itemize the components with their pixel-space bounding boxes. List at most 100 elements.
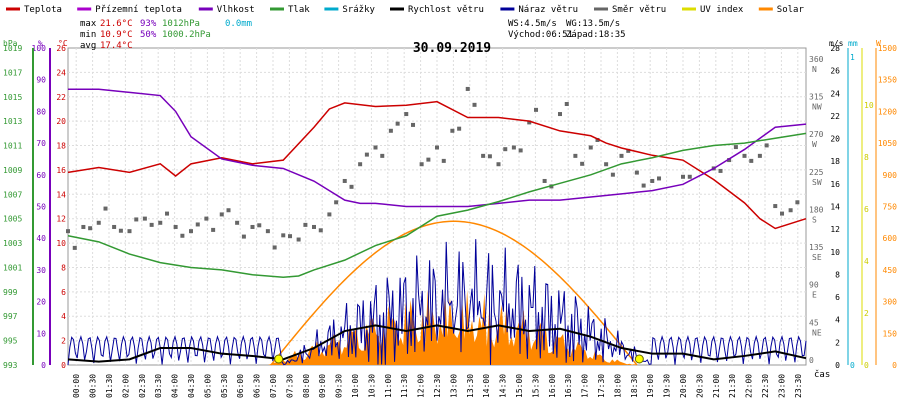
x-tick: 01:30	[105, 374, 114, 398]
wind-direction-point	[580, 161, 585, 166]
x-tick: 17:30	[597, 374, 606, 398]
x-tick: 13:30	[466, 374, 475, 398]
temp-unit: °C	[58, 39, 68, 48]
wind-direction-point	[742, 153, 747, 158]
ms-tick: 10	[830, 248, 840, 257]
wind-direction-point	[757, 153, 762, 158]
wind-direction-point	[457, 126, 462, 131]
ms-tick: 26	[830, 67, 840, 76]
uv-tick: 2	[864, 309, 869, 318]
x-tick: 00:30	[89, 374, 98, 398]
wind-direction-point	[103, 206, 108, 211]
w-tick: 750	[883, 203, 898, 212]
pressure-line	[67, 132, 807, 278]
wind-direction-point	[481, 153, 486, 158]
pct-tick: 40	[36, 234, 46, 243]
pct-tick: 20	[36, 298, 46, 307]
hpa-tick: 993	[3, 361, 18, 370]
temp-tick: 14	[56, 190, 66, 199]
x-tick: 11:30	[400, 374, 409, 398]
wind-direction-point	[634, 170, 639, 175]
wind-direction-point	[511, 145, 516, 150]
hpa-tick: 1011	[3, 142, 22, 151]
direction-tick-label: NW	[812, 102, 822, 111]
direction-tick: 225	[809, 168, 824, 177]
ms-tick: 22	[830, 112, 840, 121]
wind-direction-point	[404, 112, 409, 117]
direction-tick-label: S	[812, 215, 817, 224]
w-tick: 300	[883, 298, 898, 307]
wind-direction-point	[88, 226, 93, 231]
direction-tick: 315	[809, 92, 824, 101]
wind-direction-point	[395, 121, 400, 126]
ms-tick: 14	[830, 203, 840, 212]
wind-gust-line	[67, 239, 807, 366]
direction-tick: 135	[809, 243, 824, 252]
stats-value: 10.9°C	[100, 30, 133, 40]
stats-value: 1000.2hPa	[162, 30, 211, 40]
temp-tick: 18	[56, 142, 66, 151]
hpa-tick: 1019	[3, 44, 22, 53]
w-tick: 1200	[878, 107, 897, 116]
hpa-tick: 1001	[3, 263, 22, 272]
stats-value: max	[80, 19, 97, 29]
wind-direction-point	[595, 137, 600, 142]
temp-tick: 8	[61, 263, 66, 272]
pct-tick: 100	[32, 44, 47, 53]
legend-label: Teplota	[24, 5, 62, 15]
x-tick: 07:00	[269, 374, 278, 398]
wind-direction-point	[272, 245, 277, 250]
direction-tick: 270	[809, 130, 824, 139]
ms-tick: 6	[835, 293, 840, 302]
x-tick: 10:00	[351, 374, 360, 398]
temp-tick: 6	[61, 288, 66, 297]
ms-tick: 20	[830, 135, 840, 144]
wind-direction-point	[312, 224, 316, 229]
pct-tick: 50	[36, 203, 46, 212]
temp-tick: 12	[56, 215, 66, 224]
pct-unit: %	[38, 39, 43, 48]
wind-speed-line	[67, 324, 807, 363]
wind-direction-point	[718, 168, 723, 173]
ms-tick: 4	[835, 316, 840, 325]
direction-tick: 45	[809, 318, 819, 327]
legend-label: Náraz větru	[518, 5, 578, 15]
x-unit: čas	[814, 369, 830, 380]
wind-direction-point	[542, 178, 547, 183]
wind-direction-point	[195, 222, 200, 227]
humidity-line	[68, 88, 807, 208]
stats-value: 21.6°C	[100, 19, 133, 29]
stats-value: 1012hPa	[162, 19, 200, 29]
pct-tick: 80	[36, 107, 46, 116]
wind-direction-point	[435, 145, 439, 150]
w-tick: 150	[883, 329, 898, 338]
ms-tick: 0	[835, 361, 840, 370]
ms-tick: 12	[830, 225, 840, 234]
wind-direction-point	[626, 148, 631, 153]
hpa-unit: hPa	[3, 39, 18, 48]
wind-direction-point	[112, 224, 117, 229]
legend-label: Solar	[777, 5, 805, 15]
wind-direction-point	[388, 128, 393, 133]
wind-direction-point	[327, 212, 332, 217]
stats-value: 50%	[140, 30, 157, 40]
ms-tick: 24	[830, 89, 840, 98]
wind-direction-point	[226, 208, 231, 213]
uv-tick: 6	[864, 205, 869, 214]
x-tick: 23:00	[777, 374, 786, 398]
x-tick: 09:00	[318, 374, 327, 398]
pct-tick: 60	[36, 171, 46, 180]
x-tick: 02:30	[138, 374, 147, 398]
x-tick: 15:00	[515, 374, 524, 398]
temp-tick: 10	[56, 239, 66, 248]
solar-area	[267, 289, 637, 365]
uv-tick: 4	[864, 257, 869, 266]
x-tick: 08:00	[302, 374, 311, 398]
x-tick: 09:30	[335, 374, 344, 398]
w-unit: W	[876, 39, 881, 48]
wind-direction-point	[265, 229, 270, 234]
hpa-tick: 1009	[3, 166, 22, 175]
wind-direction-point	[749, 158, 754, 163]
temp-tick: 4	[61, 312, 66, 321]
